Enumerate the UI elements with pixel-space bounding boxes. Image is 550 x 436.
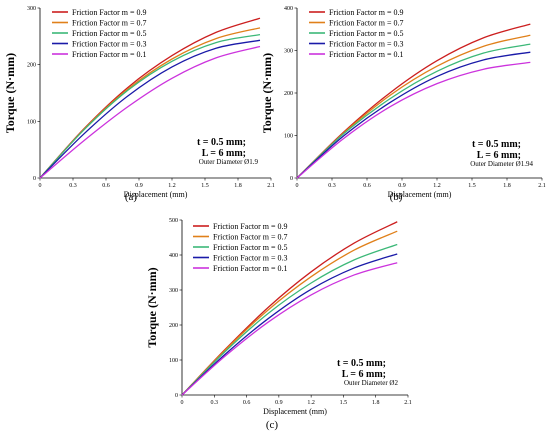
x-tick-label: 0.9	[275, 400, 283, 406]
x-tick-label: 0	[296, 183, 299, 189]
x-tick-label: 1.5	[201, 183, 209, 189]
legend-entry: Friction Factor m = 0.9	[72, 8, 147, 17]
x-axis-label: Displacement (mm)	[263, 407, 327, 416]
series-line	[181, 243, 398, 396]
annotation-length: L = 6 mm;	[477, 150, 521, 161]
y-tick-label: 200	[27, 63, 36, 69]
series-line	[39, 33, 261, 179]
y-tick-label: 100	[169, 358, 178, 364]
x-tick-label: 1.5	[340, 400, 348, 406]
y-tick-label: 200	[284, 91, 293, 97]
x-tick-label: 0.3	[211, 400, 219, 406]
y-tick-label: 400	[284, 6, 293, 12]
y-tick-label: 300	[27, 6, 36, 12]
x-tick-label: 0.6	[363, 183, 371, 189]
y-tick-label: 0	[290, 176, 293, 182]
annotation-thickness: t = 0.5 mm;	[472, 139, 521, 150]
series-line	[181, 253, 398, 396]
annotation-diameter: Outer Diameter Ø1.94	[470, 160, 533, 168]
x-tick-label: 1.2	[307, 400, 315, 406]
legend-entry: Friction Factor m = 0.5	[72, 29, 147, 38]
series-line	[39, 39, 261, 179]
annotation-diameter: Outer Diameter Ø2	[344, 379, 399, 387]
legend-entry: Friction Factor m = 0.7	[72, 19, 147, 28]
legend-entry: Friction Factor m = 0.3	[213, 254, 288, 263]
annotation-thickness: t = 0.5 mm;	[197, 137, 246, 148]
annotation-diameter: Outer Diameter Ø1.9	[199, 158, 259, 166]
legend-entry: Friction Factor m = 0.7	[329, 19, 404, 28]
x-tick-label: 1.8	[234, 183, 242, 189]
x-tick-label: 2.1	[404, 400, 412, 406]
x-tick-label: 1.5	[468, 183, 476, 189]
legend-entry: Friction Factor m = 0.1	[329, 50, 404, 59]
series-line	[39, 45, 261, 179]
x-axis-label: Displacement (mm)	[388, 190, 452, 199]
annotation-thickness: t = 0.5 mm;	[337, 358, 386, 369]
x-tick-label: 1.8	[503, 183, 511, 189]
y-tick-label: 300	[169, 288, 178, 294]
panel-label: (c)	[266, 419, 279, 431]
legend-entry: Friction Factor m = 0.3	[329, 40, 404, 49]
y-tick-label: 100	[27, 119, 36, 125]
legend-entry: Friction Factor m = 0.9	[213, 222, 288, 231]
legend-entry: Friction Factor m = 0.5	[329, 29, 404, 38]
series-line	[296, 43, 531, 179]
x-tick-label: 0	[39, 183, 42, 189]
x-axis-label: Displacement (mm)	[124, 190, 188, 199]
y-axis-label: Torque (N·mm)	[3, 53, 17, 133]
x-tick-label: 0.9	[135, 183, 143, 189]
series-line	[296, 61, 531, 179]
series-line	[181, 230, 398, 396]
legend-entry: Friction Factor m = 0.9	[329, 8, 404, 17]
x-tick-label: 0.6	[243, 400, 251, 406]
x-tick-label: 2.1	[538, 183, 546, 189]
y-axis-label: Torque (N·mm)	[260, 53, 274, 133]
x-tick-label: 0.6	[102, 183, 110, 189]
x-tick-label: 1.8	[372, 400, 380, 406]
x-tick-label: 0.9	[398, 183, 406, 189]
series-line	[181, 262, 398, 396]
x-tick-label: 0	[181, 400, 184, 406]
legend-entry: Friction Factor m = 0.3	[72, 40, 147, 49]
x-tick-label: 1.2	[433, 183, 441, 189]
legend-entry: Friction Factor m = 0.7	[213, 233, 288, 242]
x-tick-label: 0.3	[328, 183, 336, 189]
legend-entry: Friction Factor m = 0.1	[72, 50, 147, 59]
y-tick-label: 100	[284, 134, 293, 140]
y-tick-label: 400	[169, 253, 178, 259]
x-tick-label: 1.2	[168, 183, 176, 189]
y-tick-label: 500	[169, 218, 178, 224]
annotation-length: L = 6 mm;	[342, 369, 386, 380]
legend-entry: Friction Factor m = 0.5	[213, 243, 288, 252]
x-tick-label: 0.3	[69, 183, 77, 189]
series-line	[296, 51, 531, 179]
y-axis-label: Torque (N·mm)	[145, 267, 159, 347]
legend-entry: Friction Factor m = 0.1	[213, 264, 288, 273]
y-tick-label: 200	[169, 323, 178, 329]
y-tick-label: 0	[175, 393, 178, 399]
panel-label: (a)	[125, 191, 138, 203]
y-tick-label: 300	[284, 49, 293, 55]
y-tick-label: 0	[33, 176, 36, 182]
panel-label: (b)	[390, 191, 403, 203]
annotation-length: L = 6 mm;	[202, 148, 246, 159]
x-tick-label: 2.1	[267, 183, 275, 189]
